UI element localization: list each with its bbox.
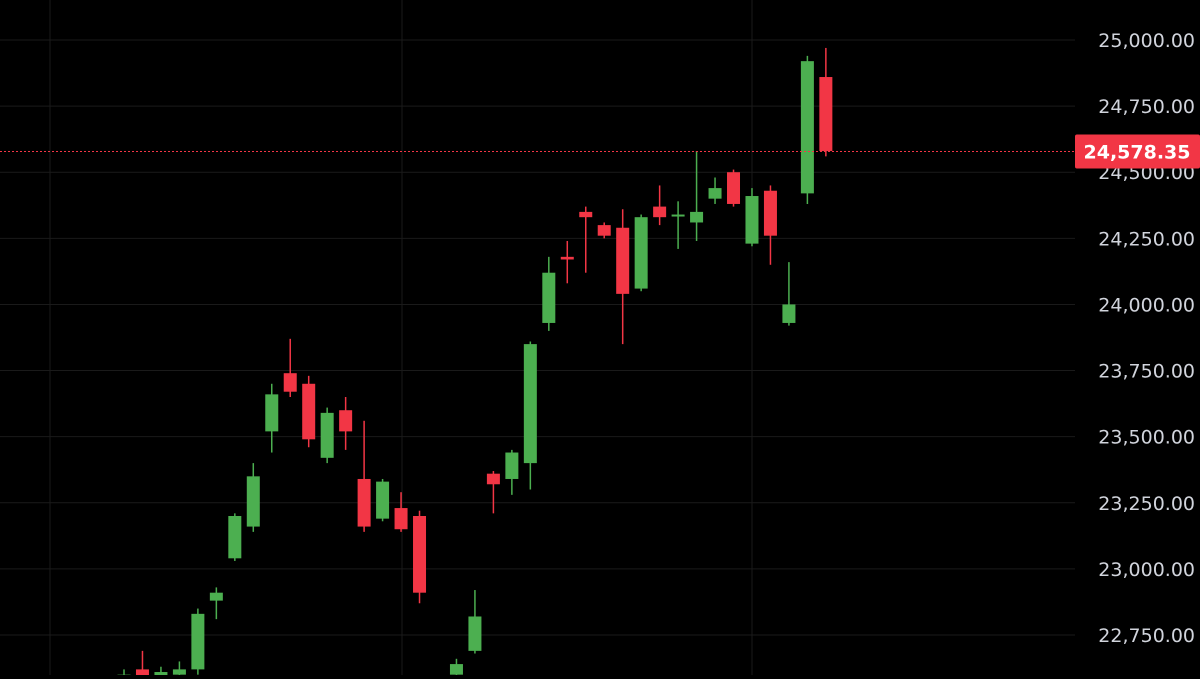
candle-body bbox=[450, 664, 463, 675]
candle-bullish[interactable] bbox=[690, 151, 703, 241]
candle-bullish[interactable] bbox=[154, 667, 167, 675]
candle-body bbox=[727, 172, 740, 204]
candle-bullish[interactable] bbox=[321, 408, 334, 464]
candle-bearish[interactable] bbox=[413, 511, 426, 604]
candle-bullish[interactable] bbox=[524, 341, 537, 489]
candle-bullish[interactable] bbox=[745, 188, 758, 246]
candle-body bbox=[524, 344, 537, 463]
price-tick-label: 25,000.00 bbox=[1098, 30, 1195, 52]
candle-bullish[interactable] bbox=[782, 262, 795, 325]
candle-bearish[interactable] bbox=[358, 421, 371, 532]
price-tick-label: 23,000.00 bbox=[1098, 559, 1195, 581]
candle-bearish[interactable] bbox=[561, 241, 574, 283]
candle-body bbox=[284, 373, 297, 392]
candle-body bbox=[210, 593, 223, 601]
candle-body bbox=[505, 453, 518, 479]
price-tick-label: 24,000.00 bbox=[1098, 294, 1195, 316]
candle-body bbox=[468, 616, 481, 650]
candle-body bbox=[191, 614, 204, 670]
candle-body bbox=[413, 516, 426, 593]
candle-body bbox=[265, 394, 278, 431]
candle-body bbox=[672, 215, 685, 217]
price-tick-label: 23,750.00 bbox=[1098, 361, 1195, 383]
candle-body bbox=[709, 188, 722, 199]
candle-bullish[interactable] bbox=[709, 178, 722, 204]
candle-bearish[interactable] bbox=[339, 397, 352, 450]
candle-body bbox=[302, 384, 315, 440]
candle-bullish[interactable] bbox=[210, 587, 223, 619]
price-tick-label: 23,500.00 bbox=[1098, 427, 1195, 449]
candle-body bbox=[561, 257, 574, 260]
candle-body bbox=[690, 212, 703, 223]
last-price-label: 24,578.35 bbox=[1084, 142, 1191, 164]
candle-bearish[interactable] bbox=[284, 339, 297, 397]
candle-body bbox=[358, 479, 371, 527]
candle-bearish[interactable] bbox=[136, 651, 149, 675]
candle-body bbox=[764, 191, 777, 236]
candle-bearish[interactable] bbox=[579, 207, 592, 273]
candle-bearish[interactable] bbox=[487, 471, 500, 513]
candle-bullish[interactable] bbox=[247, 463, 260, 532]
candle-bearish[interactable] bbox=[764, 185, 777, 264]
candle-bullish[interactable] bbox=[450, 659, 463, 675]
price-tick-label: 24,250.00 bbox=[1098, 228, 1195, 250]
candle-bullish[interactable] bbox=[118, 669, 131, 675]
candle-bullish[interactable] bbox=[376, 479, 389, 521]
candle-bullish[interactable] bbox=[672, 201, 685, 249]
candle-bullish[interactable] bbox=[801, 56, 814, 204]
price-axis[interactable]: 25,000.0024,750.0024,500.0024,250.0024,0… bbox=[1098, 30, 1195, 647]
candle-body bbox=[321, 413, 334, 458]
candle-body bbox=[782, 304, 795, 323]
candle-bullish[interactable] bbox=[173, 661, 186, 675]
candle-body bbox=[376, 482, 389, 519]
candle-body bbox=[598, 225, 611, 236]
candle-bullish[interactable] bbox=[265, 384, 278, 453]
candle-body bbox=[635, 217, 648, 288]
candle-bullish[interactable] bbox=[191, 609, 204, 675]
candle-bearish[interactable] bbox=[616, 209, 629, 344]
grid bbox=[0, 0, 1075, 675]
candle-bullish[interactable] bbox=[635, 215, 648, 292]
candles bbox=[118, 48, 833, 675]
candle-body bbox=[339, 410, 352, 431]
price-tick-label: 24,750.00 bbox=[1098, 96, 1195, 118]
candle-body bbox=[745, 196, 758, 244]
candle-body bbox=[173, 669, 186, 674]
candle-body bbox=[819, 77, 832, 151]
candle-bullish[interactable] bbox=[505, 450, 518, 495]
candle-bearish[interactable] bbox=[598, 222, 611, 238]
candle-body bbox=[653, 207, 666, 218]
candle-body bbox=[247, 476, 260, 526]
candle-bearish[interactable] bbox=[819, 48, 832, 156]
candle-body bbox=[228, 516, 241, 558]
candle-bearish[interactable] bbox=[727, 170, 740, 207]
candle-body bbox=[542, 273, 555, 323]
candle-bullish[interactable] bbox=[228, 513, 241, 561]
candle-bearish[interactable] bbox=[653, 185, 666, 225]
candle-bullish[interactable] bbox=[542, 257, 555, 331]
candle-bullish[interactable] bbox=[468, 590, 481, 653]
candle-body bbox=[136, 669, 149, 675]
price-tick-label: 22,750.00 bbox=[1098, 625, 1195, 647]
candle-body bbox=[579, 212, 592, 217]
candle-bearish[interactable] bbox=[302, 376, 315, 447]
candle-body bbox=[487, 474, 500, 485]
last-price-marker: 24,578.35 bbox=[0, 135, 1200, 169]
candle-body bbox=[395, 508, 408, 529]
candle-bearish[interactable] bbox=[395, 492, 408, 532]
candle-body bbox=[801, 61, 814, 193]
candle-body bbox=[616, 228, 629, 294]
price-tick-label: 23,250.00 bbox=[1098, 493, 1195, 515]
